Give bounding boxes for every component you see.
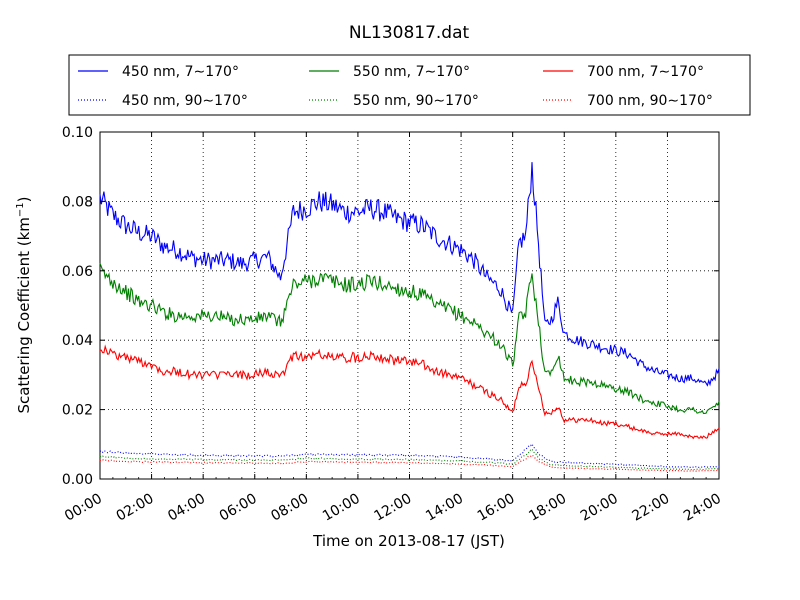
y-tick-label: 0.08: [62, 194, 93, 210]
y-tick-label: 0.00: [62, 472, 93, 488]
x-axis-label: Time on 2013-08-17 (JST): [312, 532, 505, 550]
legend-label: 550 nm, 90∼170°: [353, 93, 479, 109]
legend-box: [68, 54, 751, 116]
plot-area: 00:00 02:00 04:00 06:00 08:00 10:00 12:00 14:00…: [62, 125, 724, 525]
x-tick-label: 08:00: [268, 491, 311, 525]
y-axis-label-end: ): [15, 196, 33, 202]
x-tick-label: 10:00: [320, 491, 363, 525]
legend-label: 550 nm, 7∼170°: [353, 64, 470, 80]
x-tick-label: 24:00: [681, 491, 724, 525]
series-line: [99, 162, 720, 387]
x-tick-label: 06:00: [217, 491, 260, 525]
legend-label: 450 nm, 7∼170°: [122, 64, 239, 80]
x-tick-label: 20:00: [578, 491, 621, 525]
x-tick-label: 14:00: [423, 491, 466, 525]
y-tick-label: 0.04: [62, 333, 93, 349]
x-tick-label: 16:00: [475, 491, 518, 525]
y-tick-label: 0.06: [62, 264, 93, 280]
y-tick-label: 0.02: [62, 403, 93, 419]
series-line: [99, 344, 720, 440]
y-axis-label: Scattering Coefficient (km−1): [15, 196, 33, 413]
x-tick-label: 00:00: [62, 491, 105, 525]
y-axis-label-superscript: −1: [15, 202, 26, 217]
x-tick-label: 02:00: [114, 491, 157, 525]
x-tick-label: 04:00: [165, 491, 208, 525]
legend: 450 nm, 7∼170° 550 nm, 7∼170° 700 nm, 7∼17…: [68, 54, 751, 116]
chart-title: NL130817.dat: [349, 23, 470, 43]
legend-label: 700 nm, 7∼170°: [587, 64, 704, 80]
legend-label: 700 nm, 90∼170°: [587, 93, 713, 109]
legend-label: 450 nm, 90∼170°: [122, 93, 248, 109]
series-line: [99, 442, 720, 469]
series-line: [99, 263, 720, 414]
y-tick-label: 0.10: [62, 125, 93, 141]
series-group: [99, 162, 720, 472]
x-tick-label: 22:00: [629, 491, 672, 525]
series-line: [99, 448, 720, 471]
y-axis-label-text: Scattering Coefficient (km: [15, 217, 33, 413]
series-line: [99, 454, 719, 472]
x-tick-label: 18:00: [526, 491, 569, 525]
x-tick-label: 12:00: [372, 491, 415, 525]
